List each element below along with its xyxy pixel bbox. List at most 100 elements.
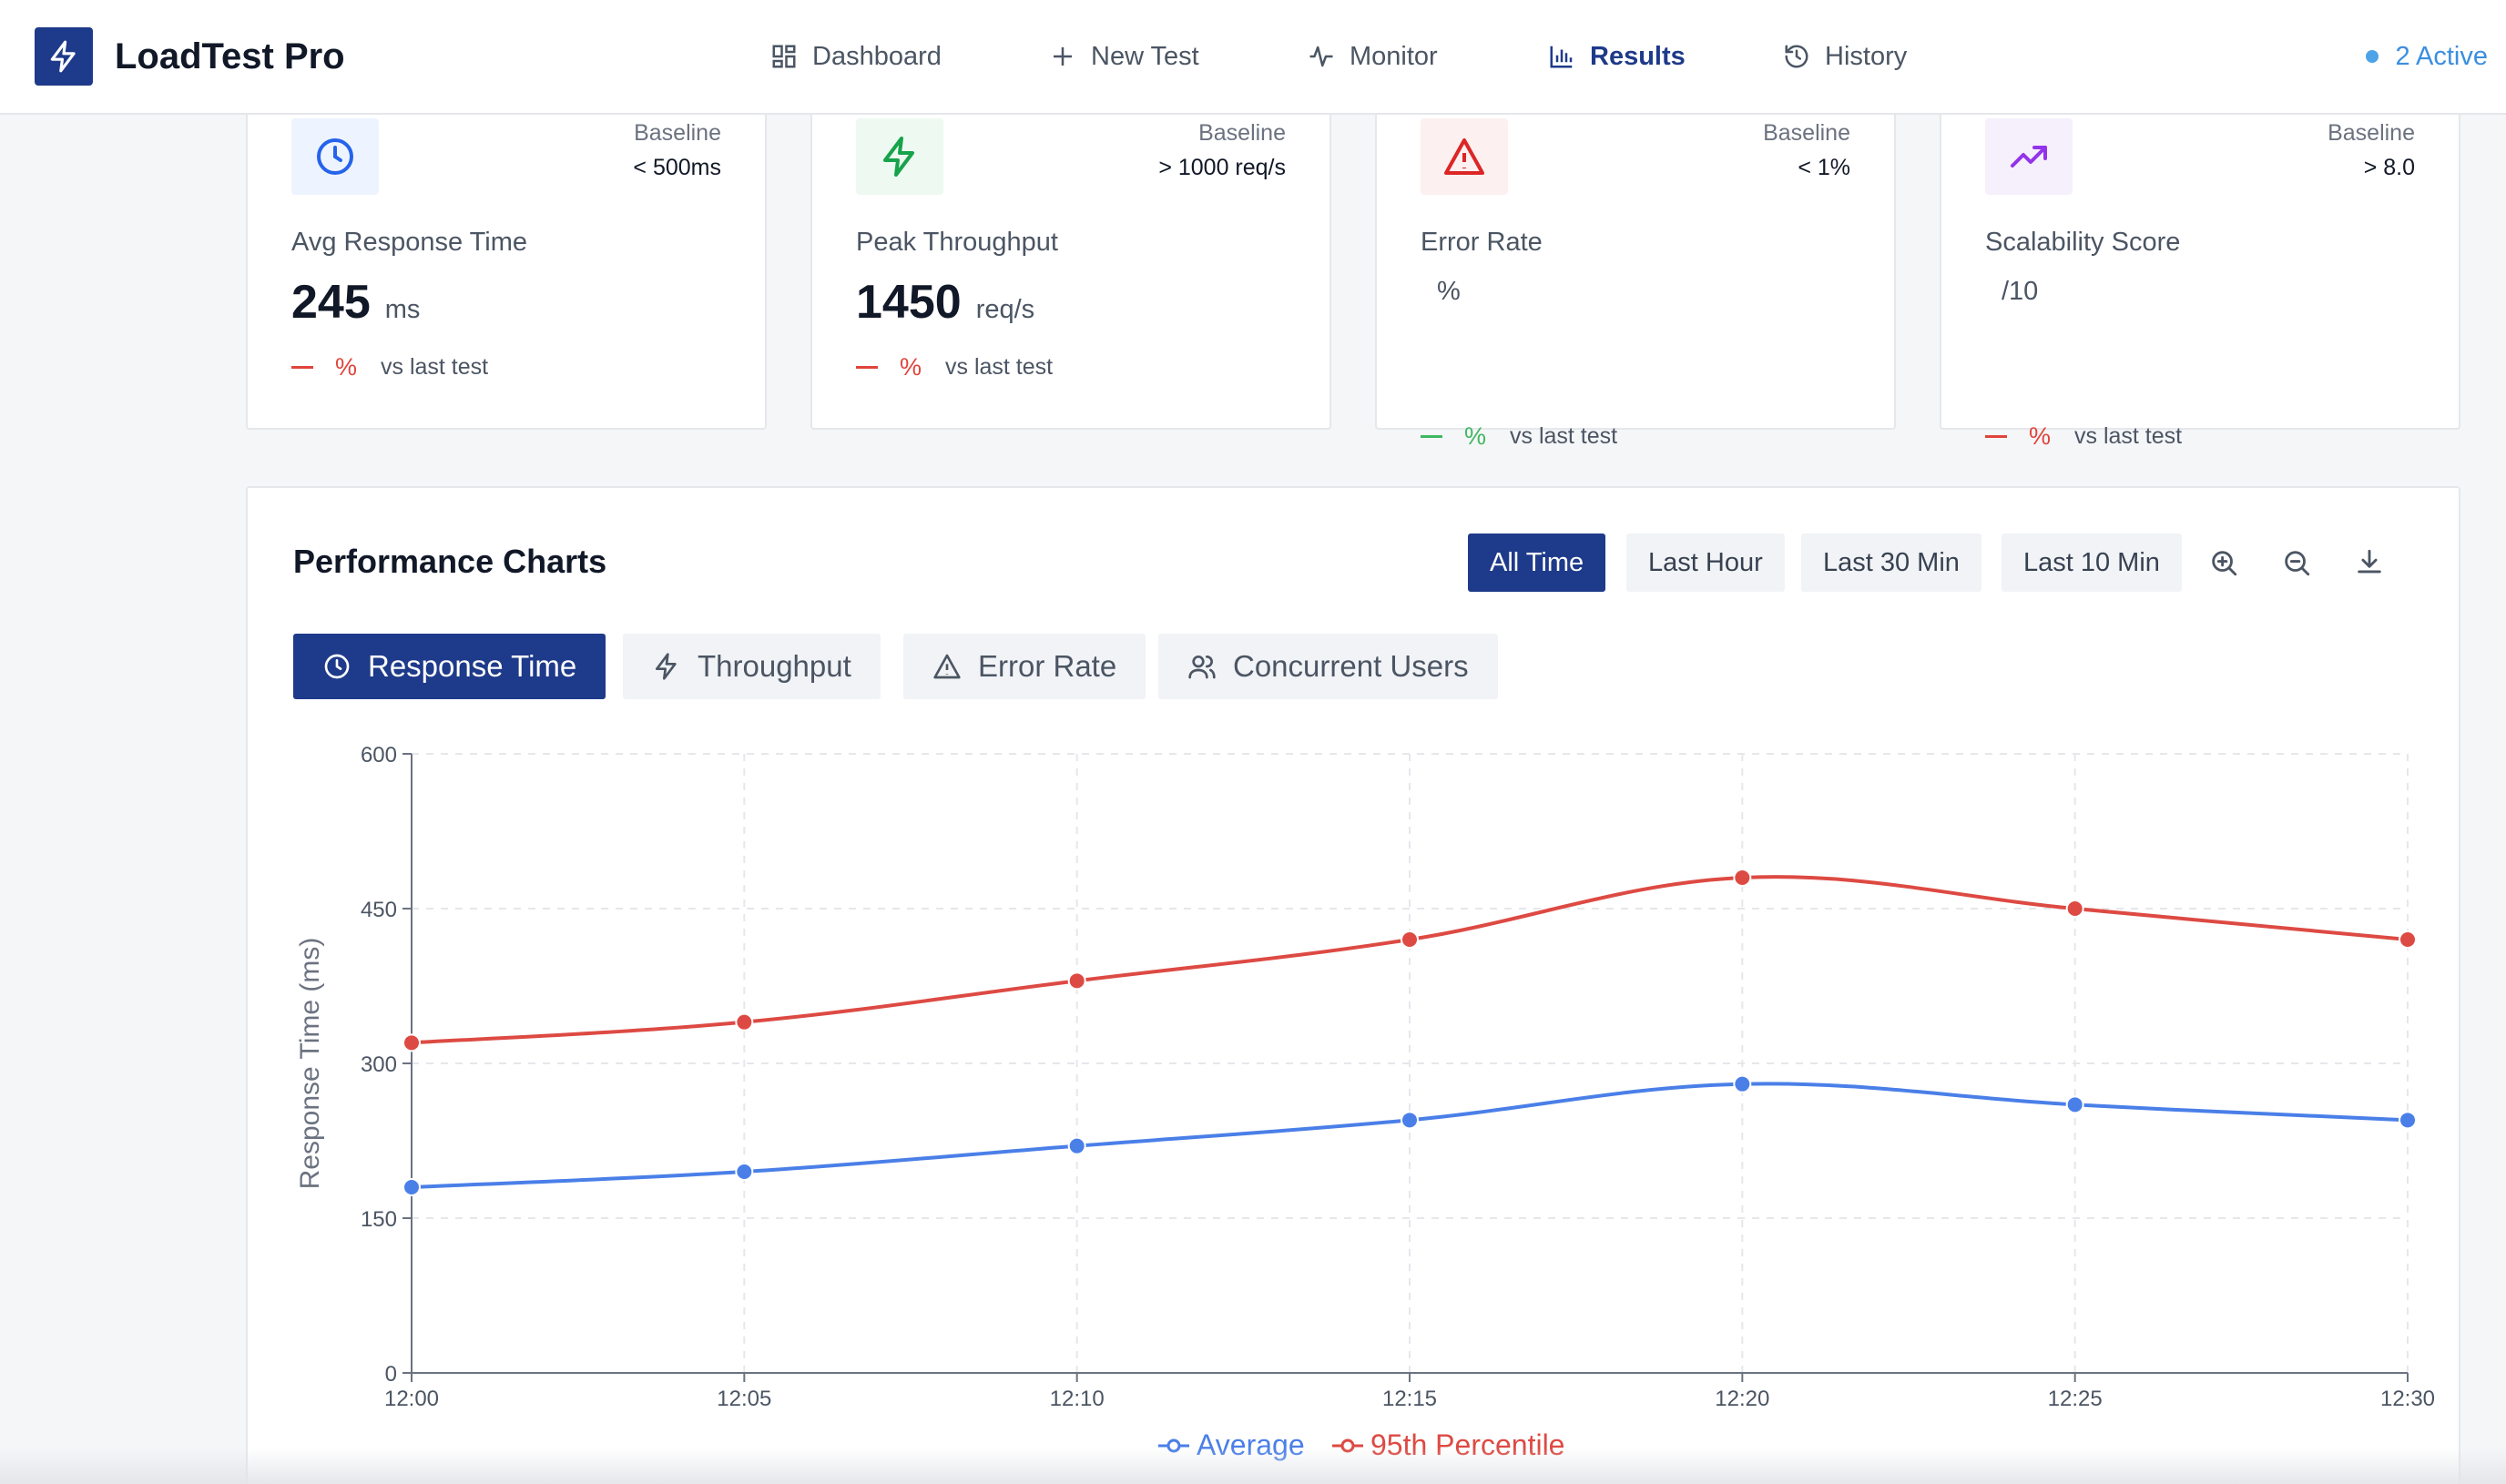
app-title: LoadTest Pro [115, 36, 345, 76]
app-logo[interactable] [35, 27, 93, 86]
data-point-p95 [2399, 930, 2417, 949]
alert-triangle-icon [1444, 138, 1484, 175]
card-unit: req/s [975, 295, 1035, 324]
active-tests-label: 2 Active [2395, 41, 2488, 71]
nav-dashboard-label: Dashboard [812, 41, 942, 71]
trend-text: vs last test [1510, 423, 1618, 449]
x-tick-label: 12:20 [1715, 1387, 1769, 1411]
y-tick-label: 600 [361, 743, 397, 767]
card-unit: % [1437, 277, 1461, 306]
activity-icon [1309, 46, 1333, 67]
data-point-average [402, 1178, 421, 1196]
card-unit: /10 [2002, 277, 2039, 306]
tab-label: Concurrent Users [1233, 649, 1469, 683]
zoom-in-icon [2212, 551, 2237, 576]
baseline-value: > 1000 req/s [1158, 155, 1286, 180]
card-trend: % vs last test [1985, 422, 2182, 451]
baseline-label: Baseline [2328, 120, 2415, 146]
data-point-average [1733, 1074, 1752, 1093]
zoom-out-icon [2285, 551, 2310, 576]
data-point-p95 [735, 1012, 754, 1032]
range-last-10-min-button[interactable]: Last 10 Min [2002, 534, 2182, 592]
nav-monitor[interactable]: Monitor [1308, 36, 1438, 76]
y-tick-label: 0 [385, 1362, 397, 1387]
x-tick-label: 12:15 [1382, 1387, 1437, 1411]
legend-marker [1166, 1438, 1181, 1453]
clock-icon [317, 138, 353, 175]
plus-icon [1054, 47, 1072, 66]
card-scalability-score: Baseline > 8.0 Scalability Score /10 % v… [1940, 91, 2460, 450]
nav-results-label: Results [1590, 41, 1686, 71]
card-trend: % vs last test [1421, 422, 1617, 451]
trend-text: vs last test [945, 354, 1054, 380]
card-trend: % vs last test [291, 353, 488, 381]
performance-charts-panel: Performance Charts All Time Last Hour La… [246, 486, 2460, 1484]
card-unit: ms [384, 295, 421, 324]
card-icon-box [291, 118, 379, 195]
trend-percent: % [2029, 422, 2052, 450]
zoom-in-button[interactable] [2205, 544, 2242, 581]
trend-text: vs last test [381, 354, 489, 380]
range-last-30-min-button[interactable]: Last 30 Min [1801, 534, 1981, 592]
download-icon [2358, 549, 2381, 574]
tab-error-rate[interactable]: Error Rate [903, 634, 1146, 699]
zoom-out-button[interactable] [2278, 544, 2315, 581]
tab-label: Response Time [368, 649, 577, 683]
trend-dash [291, 366, 313, 369]
bar-chart-icon [1550, 46, 1573, 68]
x-tick-label: 12:25 [2048, 1387, 2103, 1411]
data-point-p95 [2065, 900, 2084, 918]
card-avg-response-time: Baseline < 500ms Avg Response Time 245 m… [246, 91, 767, 430]
nav-dashboard[interactable]: Dashboard [770, 36, 942, 76]
nav-history[interactable]: History [1783, 36, 1907, 76]
data-point-p95 [1401, 930, 1419, 949]
active-tests-indicator[interactable]: 2 Active [2366, 36, 2488, 76]
y-tick-label: 450 [361, 898, 397, 922]
tab-throughput[interactable]: Throughput [623, 634, 881, 699]
legend-item: 95th Percentile [1332, 1428, 1564, 1461]
clock-icon [324, 654, 350, 679]
zap-icon [50, 40, 76, 73]
legend-marker [1340, 1438, 1355, 1453]
tab-concurrent-users[interactable]: Concurrent Users [1158, 634, 1498, 699]
card-title: Scalability Score [1985, 228, 2181, 257]
baseline-label: Baseline [1763, 120, 1850, 146]
card-icon-box [1985, 118, 2073, 195]
baseline-label: Baseline [1198, 120, 1286, 146]
nav-results[interactable]: Results [1548, 36, 1686, 76]
x-tick-label: 12:05 [717, 1387, 771, 1411]
card-trend: % vs last test [856, 353, 1053, 381]
y-axis-label: Response Time (ms) [295, 938, 325, 1190]
range-last-hour-button[interactable]: Last Hour [1626, 534, 1785, 592]
nav-monitor-label: Monitor [1350, 41, 1438, 71]
panel-title: Performance Charts [293, 543, 607, 580]
users-icon [1188, 656, 1216, 679]
card-icon-box [856, 118, 943, 195]
legend-label: Average [1197, 1428, 1305, 1461]
data-point-p95 [402, 1033, 421, 1052]
card-value: 245 [291, 276, 371, 329]
card-icon-box [1421, 118, 1508, 195]
card-title: Avg Response Time [291, 228, 527, 257]
legend-label: 95th Percentile [1370, 1428, 1564, 1461]
download-button[interactable] [2351, 544, 2388, 581]
range-all-time-button[interactable]: All Time [1468, 534, 1606, 592]
history-icon [1785, 45, 1808, 68]
legend-item: Average [1158, 1428, 1305, 1461]
alert-triangle-icon [933, 654, 961, 679]
response-time-chart: 0 150 300 450 600 12:00 12:05 12:10 12:15 12:20 12… [295, 743, 2435, 1461]
trending-up-icon [2011, 146, 2047, 168]
top-navigation-bar: LoadTest Pro Dashboard New Test Monitor … [0, 0, 2506, 115]
tab-response-time[interactable]: Response Time [293, 634, 606, 699]
zap-icon [656, 653, 677, 680]
grid-icon [772, 45, 796, 68]
nav-new-test[interactable]: New Test [1049, 36, 1199, 76]
tab-label: Throughput [698, 649, 851, 683]
y-tick-label: 300 [361, 1052, 397, 1077]
data-point-average [2399, 1111, 2417, 1130]
trend-percent: % [900, 353, 922, 381]
baseline-value: < 500ms [633, 155, 721, 180]
trend-percent: % [1464, 422, 1487, 450]
data-point-p95 [1067, 971, 1086, 991]
data-point-average [735, 1163, 754, 1181]
